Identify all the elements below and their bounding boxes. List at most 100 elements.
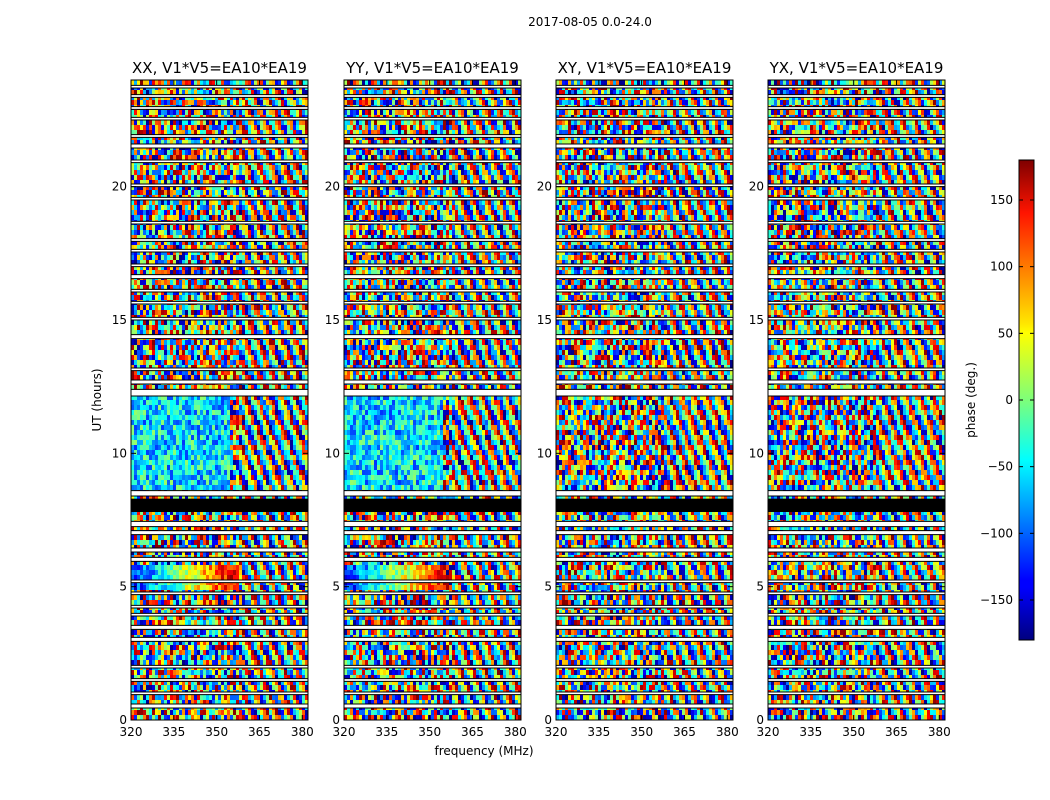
phase-cell <box>227 425 231 431</box>
phase-cell <box>131 395 135 401</box>
phase-cell <box>248 395 252 401</box>
phase-cell <box>173 360 177 366</box>
phase-cell <box>245 240 249 246</box>
phase-cell <box>140 255 144 261</box>
phase-cell <box>215 210 219 216</box>
phase-cell <box>242 475 246 481</box>
phase-cell <box>275 295 279 301</box>
phase-cell <box>275 450 279 456</box>
phase-cell <box>221 190 225 196</box>
phase-cell <box>281 440 285 446</box>
phase-cell <box>239 280 243 286</box>
phase-cell <box>137 245 141 251</box>
phase-cell <box>266 340 270 346</box>
phase-cell <box>212 350 216 356</box>
phase-cell <box>146 320 150 326</box>
phase-cell <box>263 215 267 221</box>
phase-cell <box>212 155 216 161</box>
phase-cell <box>131 230 135 236</box>
phase-cell <box>221 370 225 376</box>
phase-cell <box>143 470 147 476</box>
phase-cell <box>182 285 186 291</box>
phase-cell <box>206 110 210 116</box>
phase-cell <box>161 210 165 216</box>
phase-cell <box>242 170 246 176</box>
phase-cell <box>263 290 267 296</box>
phase-cell <box>188 120 192 126</box>
phase-cell <box>203 370 207 376</box>
phase-cell <box>227 360 231 366</box>
phase-cell <box>248 485 252 491</box>
phase-cell <box>287 425 291 431</box>
phase-cell <box>203 180 207 186</box>
phase-cell <box>155 190 159 196</box>
phase-cell <box>269 310 273 316</box>
phase-cell <box>134 440 138 446</box>
phase-cell <box>293 175 297 181</box>
phase-cell <box>209 370 213 376</box>
phase-cell <box>134 240 138 246</box>
phase-cell <box>227 375 231 381</box>
phase-cell <box>158 430 162 436</box>
phase-cell <box>305 395 308 401</box>
phase-cell <box>287 410 291 416</box>
phase-cell <box>155 125 159 131</box>
phase-cell <box>179 370 183 376</box>
phase-cell <box>161 90 165 96</box>
phase-cell <box>284 425 288 431</box>
phase-cell <box>149 225 153 231</box>
phase-cell <box>200 430 204 436</box>
phase-cell <box>185 340 189 346</box>
phase-cell <box>182 430 186 436</box>
phase-cell <box>161 360 165 366</box>
phase-cell <box>245 405 249 411</box>
phase-cell <box>233 235 237 241</box>
phase-cell <box>209 210 213 216</box>
phase-cell <box>302 330 306 336</box>
phase-cell <box>146 415 150 421</box>
phase-cell <box>173 325 177 331</box>
phase-cell <box>296 200 300 206</box>
phase-cell <box>281 250 285 256</box>
phase-cell <box>173 200 177 206</box>
phase-cell <box>149 350 153 356</box>
phase-cell <box>188 375 192 381</box>
phase-cell <box>179 215 183 221</box>
phase-cell <box>161 405 165 411</box>
phase-cell <box>152 120 156 126</box>
phase-cell <box>221 435 225 441</box>
phase-cell <box>149 175 153 181</box>
phase-cell <box>161 320 165 326</box>
phase-cell <box>155 375 159 381</box>
phase-cell <box>209 215 213 221</box>
phase-cell <box>155 400 159 406</box>
phase-cell <box>290 280 294 286</box>
phase-cell <box>143 495 147 501</box>
phase-cell <box>158 265 162 271</box>
phase-cell <box>251 350 255 356</box>
phase-cell <box>140 360 144 366</box>
phase-cell <box>131 110 135 116</box>
phase-cell <box>260 125 264 131</box>
phase-cell <box>167 440 171 446</box>
phase-cell <box>302 325 306 331</box>
phase-cell <box>182 290 186 296</box>
phase-cell <box>221 350 225 356</box>
phase-cell <box>218 430 222 436</box>
phase-cell <box>179 225 183 231</box>
phase-cell <box>230 260 234 266</box>
phase-cell <box>173 125 177 131</box>
phase-cell <box>146 175 150 181</box>
phase-cell <box>149 185 153 191</box>
phase-cell <box>170 150 174 156</box>
phase-image <box>131 80 308 720</box>
phase-cell <box>152 190 156 196</box>
phase-cell <box>257 270 261 276</box>
phase-cell <box>194 395 198 401</box>
phase-cell <box>167 345 171 351</box>
phase-cell <box>185 255 189 261</box>
phase-cell <box>182 470 186 476</box>
phase-cell <box>242 360 246 366</box>
phase-cell <box>191 485 195 491</box>
phase-cell <box>179 445 183 451</box>
